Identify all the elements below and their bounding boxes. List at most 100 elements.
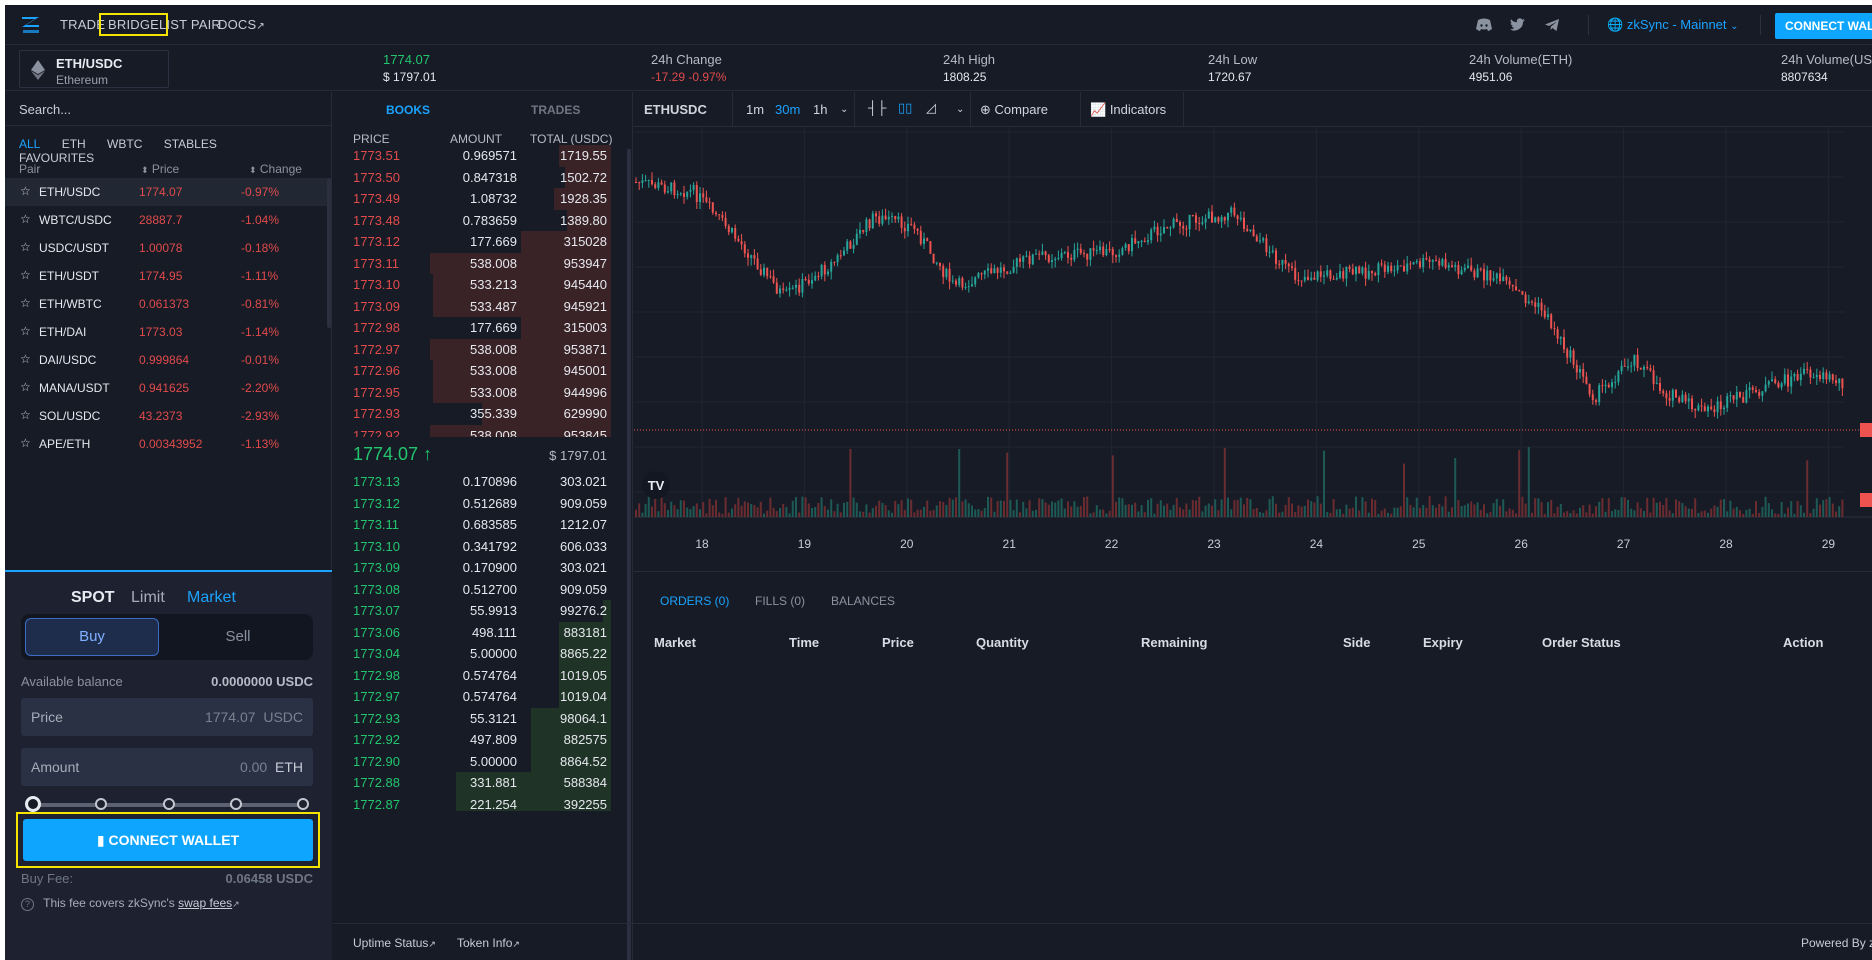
ask-row[interactable]: 1773.12 177.669 315028 <box>353 231 611 253</box>
filter-favourites[interactable]: FAVOURITES <box>19 151 95 165</box>
bid-row[interactable]: 1772.93 55.3121 98064.1 <box>353 707 611 729</box>
network-selector[interactable]: 🌐 zkSync - Mainnet ⌄ <box>1607 17 1739 33</box>
nav-trade[interactable]: TRADE <box>60 17 106 32</box>
candlestick-chart-area[interactable]: 18 19 20 21 22 23 24 25 26 27 28 29 TV <box>634 127 1872 572</box>
interval-1h[interactable]: 1h <box>813 102 828 117</box>
chevron-down-icon[interactable]: ⌄ <box>956 104 965 115</box>
scrollbar[interactable] <box>327 178 331 328</box>
slider-step-50[interactable] <box>163 798 175 810</box>
tab-limit[interactable]: Limit <box>131 589 165 606</box>
pair-row[interactable]: ☆ ETH/DAI 1773.03 -1.14% <box>5 318 327 346</box>
pair-row[interactable]: ☆ USDC/USDT 1.00078 -0.18% <box>5 234 327 262</box>
bid-row[interactable]: 1773.06 498.111 883181 <box>353 621 611 643</box>
pair-row[interactable]: ☆ SOL/USDC 43.2373 -2.93% <box>5 402 327 430</box>
bid-row[interactable]: 1772.97 0.574764 1019.04 <box>353 686 611 708</box>
col-change-header[interactable]: ⬍ Change <box>249 162 302 176</box>
ask-row[interactable]: 1772.93 355.339 629990 <box>353 403 611 425</box>
bid-row[interactable]: 1773.09 0.170900 303.021 <box>353 557 611 579</box>
nav-bridge[interactable]: BRIDGE <box>98 13 169 36</box>
bid-row[interactable]: 1773.07 55.9913 99276.2 <box>353 600 611 622</box>
filter-eth[interactable]: ETH <box>61 137 86 151</box>
slider-handle[interactable] <box>25 796 41 812</box>
bid-row[interactable]: 1772.92 497.809 882575 <box>353 729 611 751</box>
bid-row[interactable]: 1772.98 0.574764 1019.05 <box>353 664 611 686</box>
area-chart-icon[interactable]: ◿ <box>926 100 936 115</box>
connect-wallet-top-button[interactable]: CONNECT WALLET <box>1775 13 1872 39</box>
compare-button[interactable]: ⊕ Compare <box>980 102 1048 118</box>
twitter-icon[interactable] <box>1509 16 1527 34</box>
ask-row[interactable]: 1773.50 0.847318 1502.72 <box>353 166 611 188</box>
pair-row[interactable]: ☆ ETH/USDC 1774.07 -0.97% <box>5 178 327 206</box>
bid-row[interactable]: 1773.13 0.170896 303.021 <box>353 471 611 493</box>
telegram-icon[interactable] <box>1543 16 1561 34</box>
nav-list-pair[interactable]: LIST PAIR <box>159 17 222 32</box>
uptime-status-link[interactable]: Uptime Status↗ <box>353 936 436 950</box>
star-icon[interactable]: ☆ <box>20 268 31 282</box>
slider-step-100[interactable] <box>297 798 309 810</box>
interval-30m[interactable]: 30m <box>775 102 801 117</box>
star-icon[interactable]: ☆ <box>20 380 31 394</box>
star-icon[interactable]: ☆ <box>20 240 31 254</box>
tab-balances[interactable]: BALANCES <box>831 594 896 608</box>
ask-row[interactable]: 1773.49 1.08732 1928.35 <box>353 188 611 210</box>
bid-row[interactable]: 1773.04 5.00000 8865.22 <box>353 643 611 665</box>
token-info-link[interactable]: Token Info↗ <box>457 936 520 950</box>
buy-button[interactable]: Buy <box>25 618 159 656</box>
ask-row[interactable]: 1773.51 0.969571 1719.55 <box>353 145 611 167</box>
bid-row[interactable]: 1773.11 0.683585 1212.07 <box>353 514 611 536</box>
bid-row[interactable]: 1773.12 0.512689 909.059 <box>353 493 611 515</box>
star-icon[interactable]: ☆ <box>20 212 31 226</box>
tab-books[interactable]: BOOKS <box>386 103 431 117</box>
tab-fills[interactable]: FILLS (0) <box>755 594 806 608</box>
ask-row[interactable]: 1773.11 538.008 953947 <box>353 252 611 274</box>
star-icon[interactable]: ☆ <box>20 184 31 198</box>
nav-docs[interactable]: DOCS↗ <box>218 17 265 32</box>
ask-row[interactable]: 1773.09 533.487 945921 <box>353 295 611 317</box>
ask-row[interactable]: 1773.10 533.213 945440 <box>353 274 611 296</box>
scrollbar[interactable] <box>627 149 631 960</box>
price-field[interactable]: Price 1774.07 USDC <box>21 698 313 736</box>
amount-field[interactable]: Amount 0.00 ETH <box>21 748 313 786</box>
amount-slider[interactable] <box>25 796 309 812</box>
tradingview-logo-icon[interactable] <box>642 471 670 499</box>
star-icon[interactable]: ☆ <box>20 436 31 450</box>
tab-market[interactable]: Market <box>187 589 236 606</box>
slider-step-25[interactable] <box>95 798 107 810</box>
slider-step-75[interactable] <box>230 798 242 810</box>
pair-row[interactable]: ☆ WBTC/USDC 28887.7 -1.04% <box>5 206 327 234</box>
star-icon[interactable]: ☆ <box>20 352 31 366</box>
filter-all[interactable]: ALL <box>19 137 41 151</box>
chevron-down-icon[interactable]: ⌄ <box>840 104 849 115</box>
pair-row[interactable]: ☆ MANA/USDT 0.941625 -2.20% <box>5 374 327 402</box>
interval-1m[interactable]: 1m <box>746 102 765 117</box>
tab-orders[interactable]: ORDERS (0) <box>660 594 730 608</box>
star-icon[interactable]: ☆ <box>20 408 31 422</box>
pair-row[interactable]: ☆ DAI/USDC 0.999864 -0.01% <box>5 346 327 374</box>
filter-wbtc[interactable]: WBTC <box>107 137 143 151</box>
ask-row[interactable]: 1772.97 538.008 953871 <box>353 338 611 360</box>
ask-row[interactable]: 1772.98 177.669 315003 <box>353 317 611 339</box>
bar-chart-icon[interactable]: ┤├ <box>868 100 887 115</box>
tab-spot[interactable]: SPOT <box>71 589 115 606</box>
zigzag-logo-icon[interactable] <box>19 13 43 37</box>
discord-icon[interactable] <box>1475 16 1493 34</box>
candlestick-icon[interactable]: ▯▯ <box>898 100 913 115</box>
bid-row[interactable]: 1772.87 221.254 392255 <box>353 793 611 811</box>
chart-symbol[interactable]: ETHUSDC <box>644 102 707 117</box>
ask-row[interactable]: 1772.95 533.008 944996 <box>353 381 611 403</box>
pair-row[interactable]: ☆ APE/ETH 0.00343952 -1.13% <box>5 430 327 458</box>
bid-row[interactable]: 1772.88 331.881 588384 <box>353 772 611 794</box>
sell-button[interactable]: Sell <box>225 628 251 645</box>
filter-stables[interactable]: STABLES <box>163 137 217 151</box>
ask-row[interactable]: 1772.92 538.008 953845 <box>353 424 611 437</box>
tab-trades[interactable]: TRADES <box>531 103 581 117</box>
pair-row[interactable]: ☆ ETH/USDT 1774.95 -1.11% <box>5 262 327 290</box>
ask-row[interactable]: 1772.96 533.008 945001 <box>353 360 611 382</box>
col-price-header[interactable]: ⬍ Price <box>141 162 179 176</box>
connect-wallet-button[interactable]: ▮ CONNECT WALLET <box>23 819 313 861</box>
star-icon[interactable]: ☆ <box>20 324 31 338</box>
swap-fees-link[interactable]: swap fees <box>178 896 233 910</box>
ask-row[interactable]: 1773.48 0.783659 1389.80 <box>353 209 611 231</box>
bid-row[interactable]: 1773.08 0.512700 909.059 <box>353 579 611 601</box>
bid-row[interactable]: 1773.10 0.341792 606.033 <box>353 536 611 558</box>
